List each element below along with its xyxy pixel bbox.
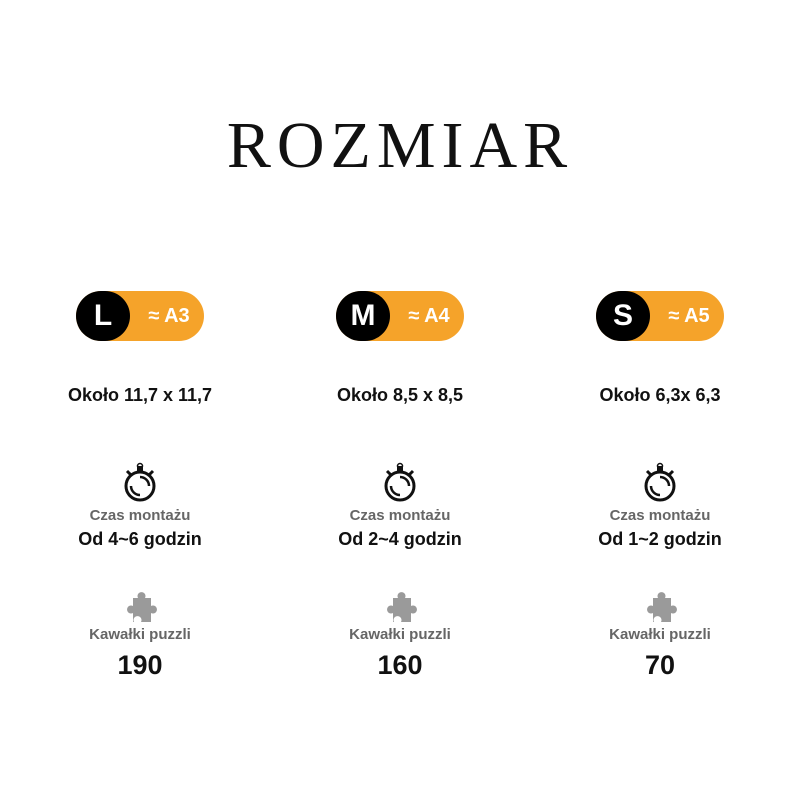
page-title: ROZMIAR xyxy=(226,109,574,182)
dimensions: Około 6,3x 6,3 xyxy=(599,385,721,405)
size-column-s: S ≈ A5 Około 6,3x 6,3 Czas montażu Od 1~… xyxy=(530,0,790,800)
size-badge: S ≈ A5 xyxy=(596,291,724,341)
size-letter: L xyxy=(76,291,130,341)
pieces-value: 70 xyxy=(644,650,676,680)
dimensions: Około 11,7 x 11,7 xyxy=(67,385,213,405)
assembly-time-value: Od 4~6 godzin xyxy=(78,529,202,549)
size-letter: S xyxy=(596,291,650,341)
stopwatch-icon xyxy=(644,462,676,502)
size-column-m: M ≈ A4 Około 8,5 x 8,5 Czas montażu Od 2… xyxy=(270,0,530,800)
stopwatch-icon xyxy=(384,462,416,502)
pieces-value: 190 xyxy=(117,650,163,680)
size-badge: M ≈ A4 xyxy=(336,291,464,341)
size-column-l: L ≈ A3 Około 11,7 x 11,7 Czas montażu Od… xyxy=(10,0,270,800)
puzzle-piece-icon xyxy=(647,592,677,622)
size-badge: L ≈ A3 xyxy=(76,291,204,341)
assembly-time-label: Czas montażu xyxy=(609,507,711,524)
size-letter: M xyxy=(336,291,390,341)
pieces-label: Kawałki puzzli xyxy=(89,626,191,643)
dimensions: Około 8,5 x 8,5 xyxy=(336,385,464,405)
assembly-time-label: Czas montażu xyxy=(89,507,191,524)
assembly-time-label: Czas montażu xyxy=(349,507,451,524)
pieces-label: Kawałki puzzli xyxy=(609,626,711,643)
stopwatch-icon xyxy=(124,462,156,502)
puzzle-piece-icon xyxy=(127,592,157,622)
paper-format: ≈ A3 xyxy=(148,305,190,327)
assembly-time-value: Od 2~4 godzin xyxy=(338,529,462,549)
pieces-label: Kawałki puzzli xyxy=(349,626,451,643)
pieces-value: 160 xyxy=(377,650,423,680)
paper-format: ≈ A4 xyxy=(408,305,450,327)
paper-format: ≈ A5 xyxy=(668,305,710,327)
puzzle-piece-icon xyxy=(387,592,417,622)
assembly-time-value: Od 1~2 godzin xyxy=(598,529,722,549)
